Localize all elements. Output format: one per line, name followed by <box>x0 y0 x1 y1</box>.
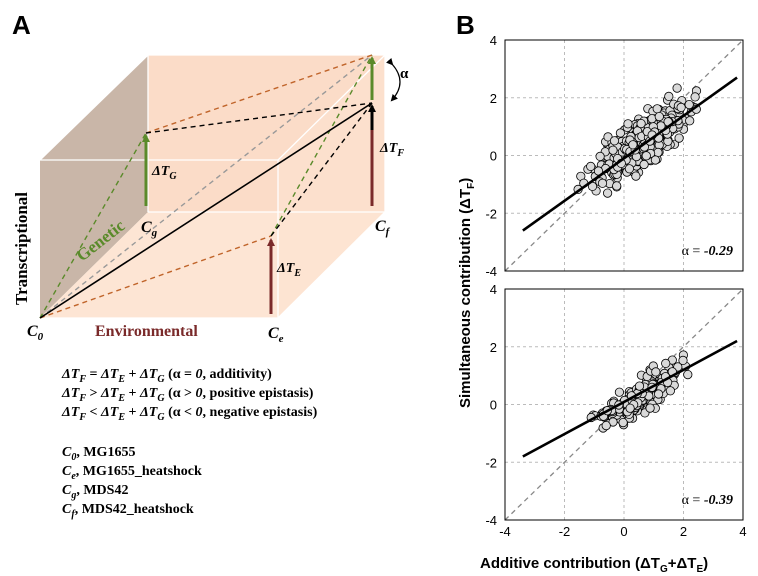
diagram-lines <box>39 54 373 319</box>
legend-c0: C0, MG1655 <box>62 445 135 463</box>
data-point <box>678 355 688 365</box>
data-point <box>595 151 605 161</box>
scatter-plot-bottom: -4 -2 0 2 4 -4 -2 0 2 4 α = -0.39 <box>485 282 746 539</box>
alpha-annotation: α = -0.29 <box>682 244 733 259</box>
data-point <box>631 171 641 181</box>
data-point <box>597 178 608 188</box>
fit-line <box>522 339 738 458</box>
equation-negative-epistasis: ΔTF < ΔTE + ΔTG (α < 0, negative epistas… <box>61 405 318 423</box>
vertex-cg: Cg <box>141 219 158 239</box>
plot-frame <box>504 39 744 272</box>
data-point <box>602 188 613 198</box>
data-point <box>601 420 611 431</box>
data-point <box>653 389 664 399</box>
data-point <box>641 151 651 161</box>
data-point <box>652 104 662 114</box>
data-point <box>623 119 633 129</box>
data-point <box>639 159 649 170</box>
data-point <box>615 128 626 138</box>
data-point <box>618 417 628 428</box>
genetic-to-final-dashed <box>145 54 373 134</box>
delta-te-label: ΔTE <box>276 261 301 279</box>
y-tick-label: -2 <box>485 455 497 470</box>
data-point <box>634 381 645 391</box>
panel-a-letter: A <box>12 10 31 40</box>
panel-b-letter: B <box>456 10 475 40</box>
equations: ΔTF = ΔTE + ΔTG (α = 0, additivity) ΔTF … <box>61 367 318 423</box>
data-point <box>586 161 596 171</box>
x-tick-label: -4 <box>499 524 511 539</box>
panel-b: B -4 -2 0 2 4 α = -0.29 -4 -2 0 2 4 -4 -2 0 2 4 α = -0.… <box>456 10 747 575</box>
data-point <box>690 92 700 102</box>
data-point <box>661 358 671 368</box>
x-tick-label: 0 <box>620 524 627 539</box>
x-tick-label: 4 <box>739 524 746 539</box>
data-point <box>674 133 684 143</box>
data-point <box>685 116 695 126</box>
y-tick-label: 0 <box>490 398 497 413</box>
data-point <box>614 387 625 397</box>
data-point <box>651 367 661 377</box>
cube-left-face <box>40 55 148 318</box>
transcriptional-label: Transcriptional <box>12 192 31 305</box>
legend-cf: Cf, MDS42_heatshock <box>62 502 194 520</box>
y-tick-label: 2 <box>490 340 497 355</box>
y-tick-label: 4 <box>490 33 497 48</box>
environmental-label: Environmental <box>95 323 198 340</box>
data-point <box>650 155 661 165</box>
data-point <box>636 119 646 129</box>
y-tick-label: 2 <box>490 91 497 106</box>
legend-ce: Ce, MG1655_heatshock <box>62 464 202 482</box>
y-tick-label: -4 <box>485 513 497 528</box>
data-point <box>665 386 676 396</box>
data-point <box>612 181 622 191</box>
data-point <box>664 91 674 102</box>
env-to-final-dashed <box>270 54 373 237</box>
x-axis-title: Additive contribution (ΔTG+ΔTE) <box>480 555 708 575</box>
delta-tg-label: ΔTG <box>151 164 177 182</box>
panel-a: A <box>12 10 409 520</box>
vertex-cf: Cf <box>375 218 391 238</box>
vertex-c0: C0 <box>27 323 44 343</box>
y-tick-label: -4 <box>485 264 497 279</box>
y-tick-label: 4 <box>490 282 497 297</box>
environmental-dashed <box>39 235 272 319</box>
x-tick-label: -2 <box>559 524 571 539</box>
y-axis-title: Simultaneous contribution (ΔTF) <box>457 178 477 408</box>
equation-positive-epistasis: ΔTF > ΔTE + ΔTG (α > 0, positive epistas… <box>61 386 314 404</box>
legend-cg: Cg, MDS42 <box>62 483 128 501</box>
data-point <box>625 403 635 413</box>
data-point <box>628 140 638 150</box>
data-point <box>609 136 620 146</box>
data-point <box>684 100 694 110</box>
plot-frame <box>504 288 744 521</box>
y-tick-label: -2 <box>485 206 497 221</box>
cube-edges <box>39 54 386 319</box>
data-point <box>676 102 686 113</box>
x-tick-label: 2 <box>680 524 687 539</box>
env-to-fit-dashed <box>270 102 373 237</box>
vertex-ce: Ce <box>268 325 284 345</box>
alpha-arc-arrow <box>386 57 401 102</box>
alpha-label: α <box>400 66 409 82</box>
scatter-plot-top: -4 -2 0 2 4 α = -0.29 <box>485 33 744 279</box>
delta-tf-label: ΔTF <box>379 141 404 159</box>
data-point <box>654 112 664 122</box>
data-point <box>683 369 693 380</box>
fit-line <box>522 76 738 232</box>
alpha-annotation: α = -0.39 <box>682 493 733 508</box>
data-point <box>645 403 655 413</box>
grey-diagonal <box>39 54 373 319</box>
equation-additivity: ΔTF = ΔTE + ΔTG (α = 0, additivity) <box>61 367 272 385</box>
c0-to-fit-solid <box>39 102 373 319</box>
strain-legend: C0, MG1655 Ce, MG1655_heatshock Cg, MDS4… <box>62 445 202 520</box>
data-point <box>672 83 682 93</box>
genetic-to-fit-dashed <box>145 102 373 134</box>
data-point <box>624 164 635 174</box>
data-point <box>608 145 618 155</box>
y-tick-label: 0 <box>490 149 497 164</box>
